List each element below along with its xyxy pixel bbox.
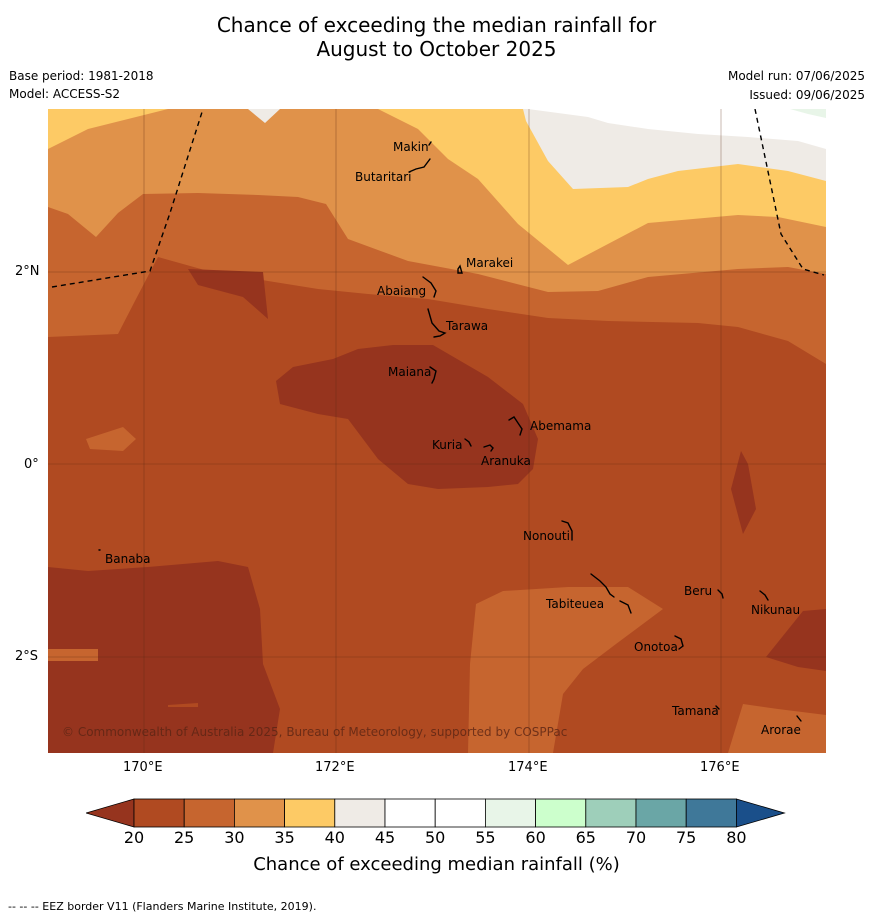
colorbar-arrow-low <box>86 798 135 828</box>
maiana-island <box>429 366 437 384</box>
place-tabiteuea: Tabiteuea <box>545 597 604 611</box>
chart-title-line-1: Chance of exceeding the median rainfall … <box>216 13 657 37</box>
place-abemama: Abemama <box>530 419 591 433</box>
band-55-60 <box>790 109 826 118</box>
sliver-25-30-west <box>48 649 98 661</box>
beru-island <box>717 589 724 599</box>
colorbar-segment <box>585 798 637 828</box>
model-text: Model: ACCESS-S2 <box>9 87 121 101</box>
colorbar-segment <box>334 798 386 828</box>
colorbar-segment <box>635 798 687 828</box>
lat-label-equator: 0° <box>24 457 39 472</box>
colorbar-segment <box>484 798 536 828</box>
colorbar-tick-label: 20 <box>123 828 145 847</box>
butaritari-island <box>408 158 431 173</box>
colorbar-segment <box>133 798 185 828</box>
marakei-island <box>457 264 463 274</box>
colorbar-tick-label: 50 <box>425 828 446 847</box>
lat-label-2n: 2°N <box>15 264 40 279</box>
abaiang-island <box>422 276 437 298</box>
pocket-below-20-southeast <box>766 609 826 671</box>
colorbar-tick-label: 40 <box>324 828 345 847</box>
colorbar-tick-label: 75 <box>676 828 697 847</box>
lon-label-174e: 174°E <box>508 760 548 775</box>
colorbar-segment <box>685 798 737 828</box>
issued-text: Issued: 09/06/2025 <box>749 88 865 102</box>
pocket-below-20-central <box>276 345 538 489</box>
place-kuria: Kuria <box>432 438 463 452</box>
base-period-text: Base period: 1981-2018 <box>9 69 154 83</box>
lon-label-170e: 170°E <box>123 760 163 775</box>
onotoa-island <box>674 635 684 650</box>
lat-label-2s: 2°S <box>15 649 39 664</box>
place-butaritari: Butaritari <box>355 170 412 184</box>
grid-lines <box>48 109 826 753</box>
colorbar-tick-label: 65 <box>575 828 596 847</box>
kuria-island <box>464 438 472 447</box>
tarawa-island <box>427 308 447 338</box>
place-nonouti: Nonouti <box>523 529 570 543</box>
lon-label-172e: 172°E <box>315 760 355 775</box>
colorbar-segment <box>183 798 235 828</box>
pocket-25-30-south <box>468 587 663 753</box>
place-onotoa: Onotoa <box>634 640 678 654</box>
arorae-island <box>796 715 802 722</box>
colorbar-tick-label: 55 <box>475 828 496 847</box>
colorbar-segment <box>384 798 436 828</box>
place-tamana: Tamana <box>671 704 719 718</box>
nonouti-island <box>561 520 573 541</box>
place-aranuka: Aranuka <box>481 454 531 468</box>
aranuka-island <box>483 444 494 452</box>
eez-border-west <box>51 109 204 288</box>
colorbar-tick-label: 60 <box>525 828 546 847</box>
colorbar-tick-label: 45 <box>374 828 396 847</box>
colorbar-segment <box>233 798 285 828</box>
tamana-island <box>715 705 720 710</box>
model-run-text: Model run: 07/06/2025 <box>727 69 865 83</box>
colorbar-title: Chance of exceeding median rainfall (%) <box>253 854 620 875</box>
chart-title-line-2: August to October 2025 <box>316 37 557 61</box>
pocket-below-20-north <box>188 269 268 319</box>
eez-borders <box>51 109 825 288</box>
place-beru: Beru <box>684 584 712 598</box>
island-outlines <box>98 141 802 722</box>
place-abaiang: Abaiang <box>377 284 426 298</box>
colorbar <box>86 798 786 828</box>
tabiteuea-island <box>590 573 632 614</box>
place-nikunau: Nikunau <box>751 603 800 617</box>
colorbar-tick-label: 30 <box>224 828 245 847</box>
pocket-25-30-southeast <box>728 704 826 753</box>
copyright-text: © Commonwealth of Australia 2025, Bureau… <box>62 725 567 739</box>
place-tarawa: Tarawa <box>445 319 488 333</box>
abemama-island <box>508 416 523 436</box>
place-banaba: Banaba <box>105 552 151 566</box>
colorbar-tick-label: 35 <box>274 828 295 847</box>
rainfall-outlook-map: Makin Butaritari Marakei Abaiang Tarawa … <box>48 109 826 753</box>
colorbar-segment <box>284 798 336 828</box>
place-arorae: Arorae <box>761 723 801 737</box>
colorbar-tick-label: 70 <box>625 828 647 847</box>
colorbar-tick-label: 80 <box>726 828 747 847</box>
pocket-below-20-east <box>731 451 756 534</box>
eez-footer-note: -- -- -- EEZ border V11 (Flanders Marine… <box>8 900 317 913</box>
nikunau-island <box>759 590 769 601</box>
colorbar-segment <box>434 798 486 828</box>
band-45-55 <box>528 109 826 149</box>
colorbar-arrow-high <box>736 798 786 828</box>
eez-border-east <box>754 109 825 276</box>
colorbar-tick-label: 25 <box>174 828 195 847</box>
place-makin: Makin <box>393 140 429 154</box>
makin-island <box>428 141 432 146</box>
pocket-25-30-west <box>86 427 136 451</box>
place-marakei: Marakei <box>466 256 513 270</box>
place-maiana: Maiana <box>388 365 431 379</box>
lon-label-176e: 176°E <box>700 760 740 775</box>
sliver-20-25-southwest <box>168 703 198 707</box>
colorbar-segment <box>535 798 587 828</box>
